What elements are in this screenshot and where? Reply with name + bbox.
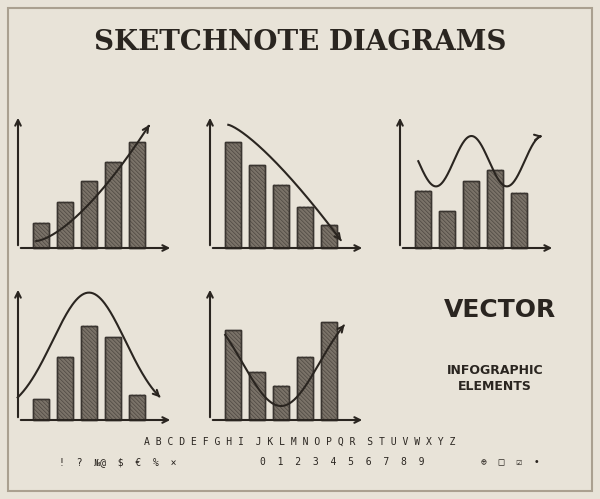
- FancyBboxPatch shape: [81, 326, 97, 420]
- Text: ELEMENTS: ELEMENTS: [458, 381, 532, 394]
- FancyBboxPatch shape: [129, 395, 145, 420]
- FancyBboxPatch shape: [129, 142, 145, 248]
- Text: SKETCHNOTE DIAGRAMS: SKETCHNOTE DIAGRAMS: [94, 28, 506, 55]
- Text: A B C D E F G H I  J K L M N O P Q R  S T U V W X Y Z: A B C D E F G H I J K L M N O P Q R S T …: [145, 437, 455, 447]
- FancyBboxPatch shape: [249, 372, 265, 420]
- FancyBboxPatch shape: [321, 225, 337, 248]
- FancyBboxPatch shape: [105, 337, 121, 420]
- FancyBboxPatch shape: [225, 142, 241, 248]
- FancyBboxPatch shape: [415, 191, 431, 248]
- Text: !  ?  №@  $  €  %  ×: ! ? №@ $ € % ×: [59, 457, 177, 467]
- FancyBboxPatch shape: [487, 170, 503, 248]
- FancyBboxPatch shape: [439, 211, 455, 248]
- FancyBboxPatch shape: [57, 202, 73, 248]
- FancyBboxPatch shape: [297, 207, 313, 248]
- FancyBboxPatch shape: [105, 162, 121, 248]
- FancyBboxPatch shape: [297, 357, 313, 420]
- FancyBboxPatch shape: [57, 357, 73, 420]
- FancyBboxPatch shape: [225, 330, 241, 420]
- FancyBboxPatch shape: [81, 182, 97, 248]
- FancyBboxPatch shape: [273, 386, 289, 420]
- Text: INFOGRAPHIC: INFOGRAPHIC: [446, 363, 544, 377]
- FancyBboxPatch shape: [273, 185, 289, 248]
- FancyBboxPatch shape: [33, 399, 49, 420]
- FancyBboxPatch shape: [321, 322, 337, 420]
- FancyBboxPatch shape: [463, 182, 479, 248]
- Text: VECTOR: VECTOR: [444, 298, 556, 322]
- Text: ⊕  □  ☑  •: ⊕ □ ☑ •: [481, 457, 539, 467]
- FancyBboxPatch shape: [511, 193, 527, 248]
- FancyBboxPatch shape: [249, 165, 265, 248]
- Text: 0  1  2  3  4  5  6  7  8  9: 0 1 2 3 4 5 6 7 8 9: [260, 457, 424, 467]
- FancyBboxPatch shape: [33, 223, 49, 248]
